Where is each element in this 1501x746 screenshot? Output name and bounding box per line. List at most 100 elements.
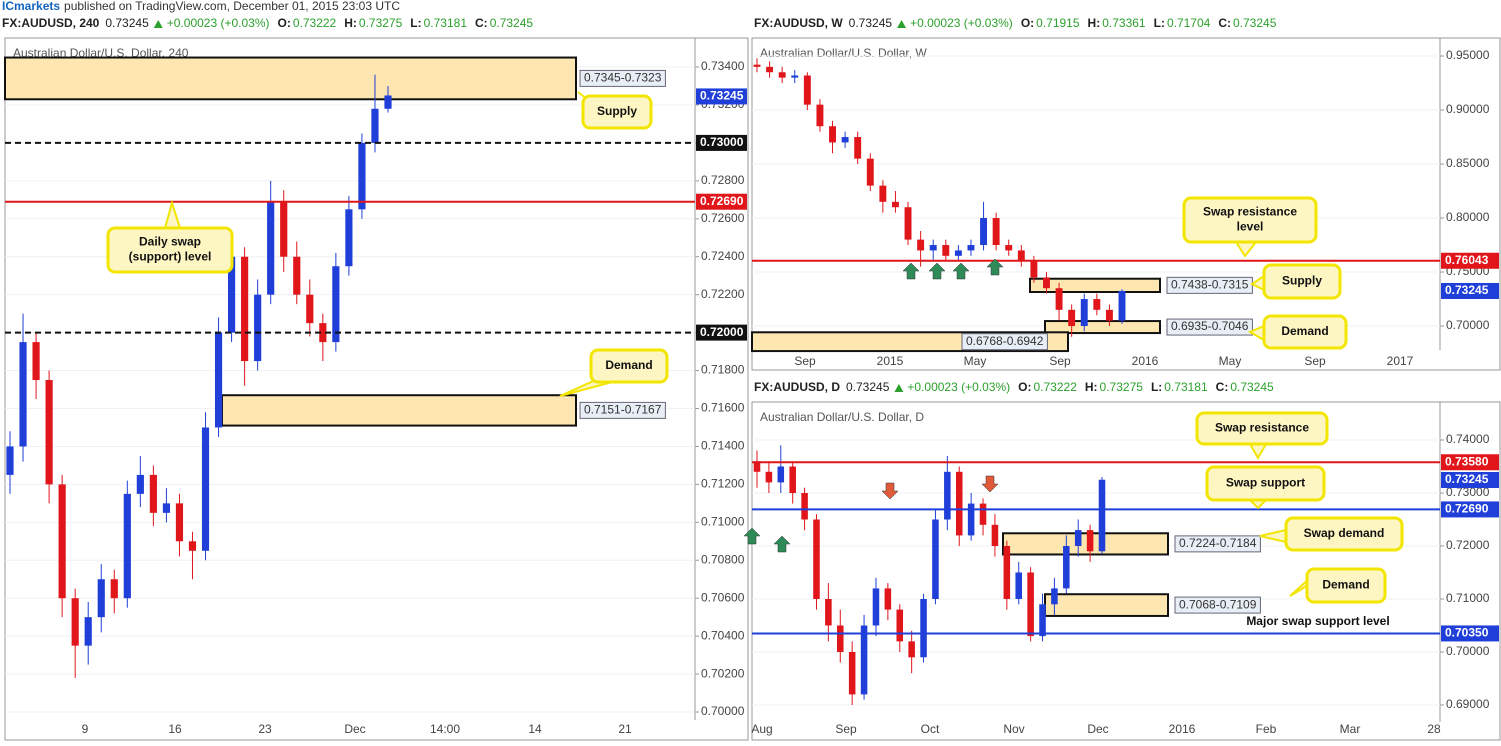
publish-info: published on TradingView.com, December 0…	[64, 0, 400, 13]
chart-title: Australian Dollar/U.S. Dollar, D	[760, 410, 924, 424]
level-label-box	[1441, 501, 1499, 518]
y-tick-label: 0.71000	[701, 514, 745, 528]
ohlc-label: O:	[1018, 380, 1031, 394]
annotation: Demand	[605, 358, 652, 372]
zone-label-box	[579, 69, 666, 87]
y-tick-label: 0.72000	[1446, 538, 1490, 552]
ohlc-value: 0.73222	[293, 16, 337, 30]
candle-body	[1017, 250, 1025, 262]
annotation: Supply	[1282, 274, 1322, 288]
up-arrow	[743, 527, 761, 545]
candle-body	[1039, 604, 1046, 637]
brand: ICmarkets	[2, 0, 60, 13]
level-label-box	[1441, 454, 1499, 471]
ohlc-value: 0.73245	[1233, 16, 1277, 30]
x-tick-label: 14:00	[430, 722, 460, 736]
zone	[221, 394, 577, 427]
y-tick-label: 0.70800	[701, 552, 745, 566]
candle-body	[816, 104, 824, 127]
callout-box	[1182, 196, 1318, 244]
candle-body	[866, 158, 874, 186]
y-tick-label: 0.90000	[1446, 102, 1490, 116]
annotation-line: Daily swap	[139, 235, 201, 249]
level-label-box	[696, 88, 747, 105]
last-price: 0.73245	[105, 16, 149, 30]
zone-label: 0.6768-0.6942	[966, 334, 1044, 348]
candle-body	[829, 126, 836, 143]
y-tick-label: 0.71800	[701, 363, 745, 377]
annotation: Demand	[1281, 324, 1328, 338]
zone-label: 0.7224-0.7184	[1179, 536, 1257, 550]
level-label-box	[696, 193, 747, 210]
y-tick-label: 0.73000	[1446, 485, 1490, 499]
down-arrow	[881, 482, 899, 500]
x-tick-label: Dec	[344, 722, 365, 736]
annotation-line: (support) level	[129, 250, 212, 264]
x-tick-label: 16	[168, 722, 182, 736]
annotation-line: Demand	[1281, 324, 1328, 338]
y-tick-label: 0.70400	[701, 628, 745, 642]
y-tick-label: 0.71400	[701, 439, 745, 453]
candle-body	[1051, 588, 1058, 605]
x-tick-label: May	[1219, 354, 1242, 368]
x-tick-label: 2017	[1387, 354, 1414, 368]
annotation-line: Supply	[1282, 274, 1322, 288]
annotation-line: Demand	[605, 358, 652, 372]
candle-body	[932, 519, 939, 599]
candle-body	[32, 342, 40, 381]
y-tick-label: 0.71200	[701, 477, 745, 491]
zone-label-box	[1174, 535, 1261, 553]
zone-label-box	[1166, 318, 1253, 336]
x-tick-label: May	[964, 354, 987, 368]
callout-box	[581, 94, 653, 130]
annotation-line: Swap support	[1226, 476, 1305, 490]
candle-body	[753, 64, 761, 67]
annotation: Swap demand	[1304, 526, 1385, 540]
candle-body	[97, 579, 105, 618]
zone-label-box	[1174, 596, 1261, 614]
candle-body	[267, 201, 275, 295]
ohlc-label: L:	[410, 16, 421, 30]
candle-body	[954, 250, 962, 256]
candle-body	[1043, 277, 1050, 289]
zone-label-box	[961, 333, 1048, 351]
x-tick-label: Dec	[1087, 722, 1108, 736]
annotation-line: Supply	[597, 104, 637, 118]
candle-body	[188, 541, 197, 551]
change-arrow	[897, 20, 907, 28]
x-tick-label: 28	[1427, 722, 1441, 736]
ohlc-value: 0.73275	[359, 16, 403, 30]
plot-frame	[751, 37, 1501, 371]
candle-body	[904, 207, 912, 240]
callout-box	[1262, 263, 1342, 300]
level-label-box	[1441, 282, 1499, 299]
annotation: Demand	[1322, 578, 1369, 592]
y-tick-label: 0.70000	[1446, 318, 1490, 332]
annotation: Swap resistance level	[1203, 205, 1297, 234]
ohlc-value: 0.73181	[1164, 380, 1208, 394]
candle-body	[1074, 530, 1082, 546]
level-label: 0.72000	[700, 325, 744, 339]
candle-body	[19, 342, 27, 447]
annotation-line: Demand	[1322, 578, 1369, 592]
x-tick-label: 23	[258, 722, 272, 736]
candle-body	[991, 524, 999, 546]
level-label: 0.73580	[1445, 454, 1489, 468]
zone-label: 0.7068-0.7109	[1179, 597, 1257, 611]
ohlc-value: 0.71915	[1036, 16, 1080, 30]
x-tick-label: 14	[528, 722, 542, 736]
candle-body	[136, 474, 144, 494]
zone	[1002, 532, 1169, 556]
callout-box	[1305, 567, 1387, 604]
zone-label: 0.7438-0.7315	[1171, 278, 1249, 292]
annotation-line: Major swap support level	[1246, 614, 1389, 628]
candle-body	[942, 245, 950, 256]
x-tick-label: 2016	[1169, 722, 1196, 736]
last-price: 0.73245	[846, 380, 890, 394]
candle-body	[920, 598, 927, 658]
callout-box	[589, 348, 669, 384]
ohlc-label: H:	[1088, 16, 1101, 30]
y-tick-label: 0.72400	[701, 249, 745, 263]
candle-body	[854, 137, 862, 159]
